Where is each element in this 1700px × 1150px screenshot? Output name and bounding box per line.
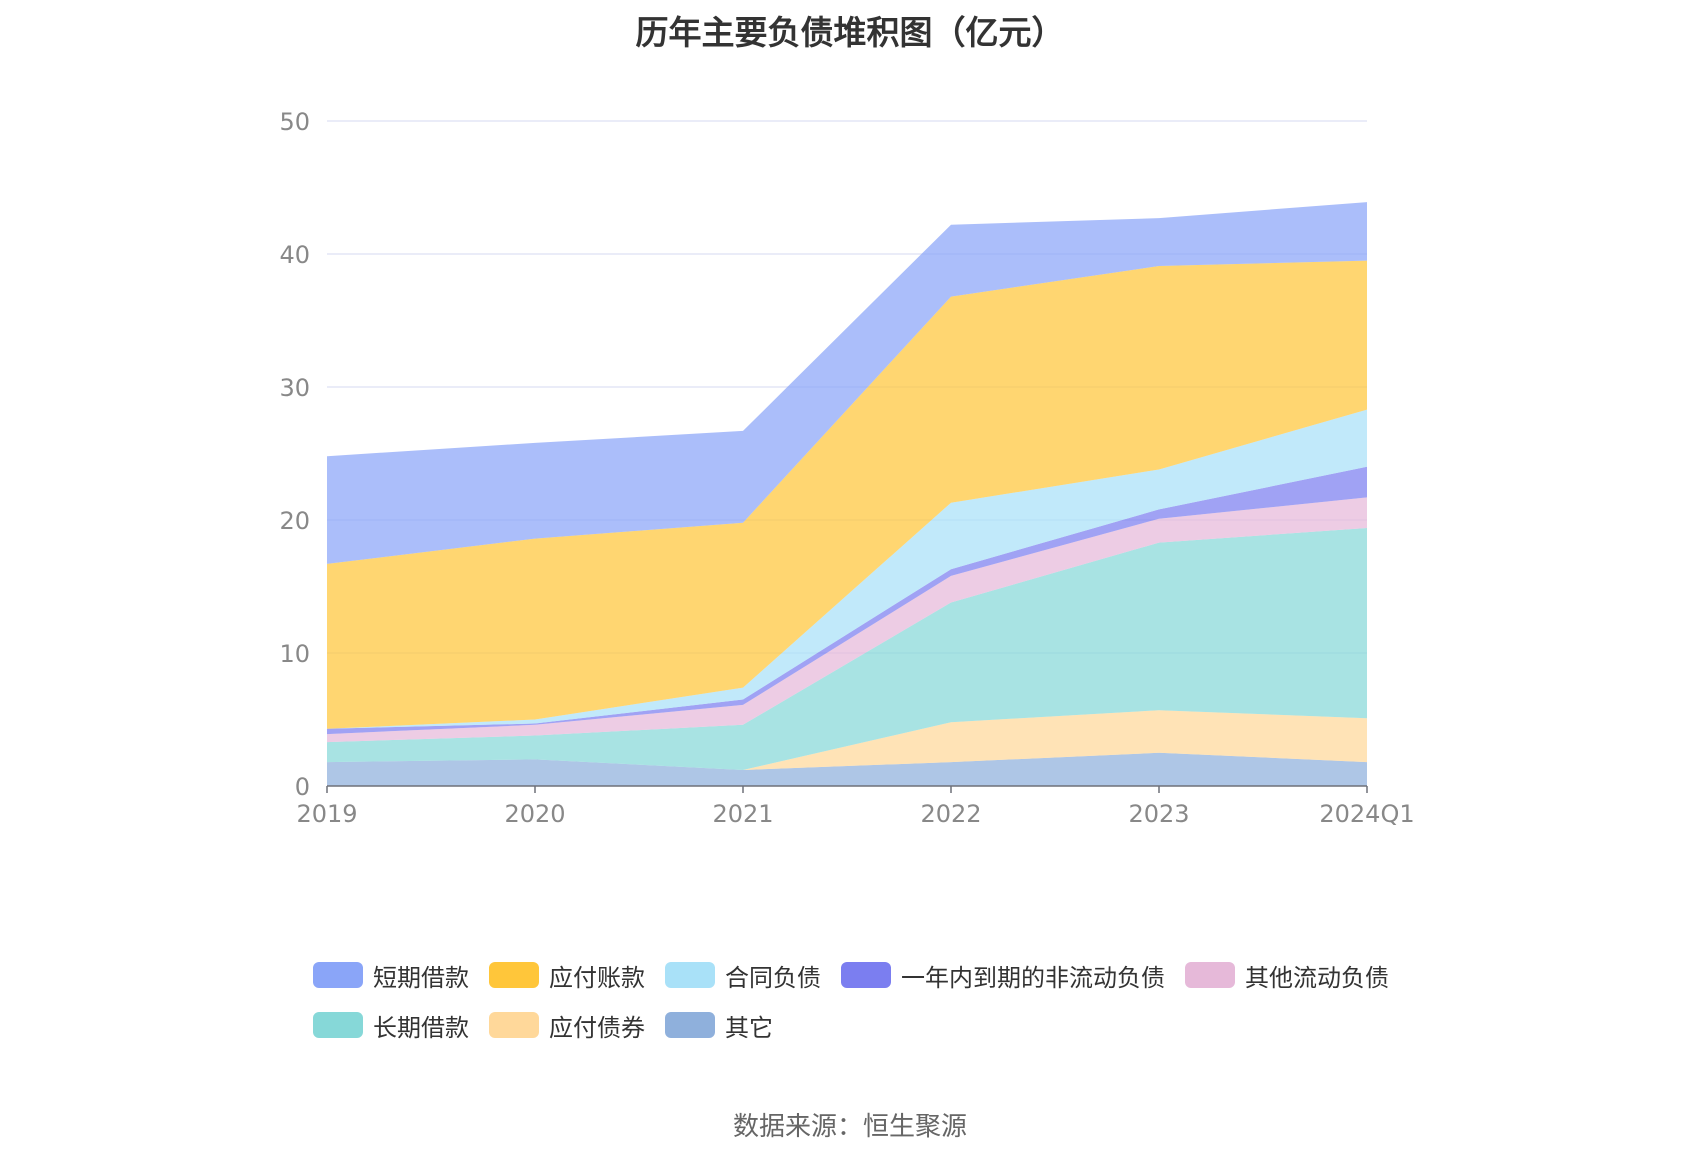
- legend-swatch: [313, 962, 363, 988]
- legend-label: 长期借款: [373, 1013, 469, 1042]
- area-series: [327, 202, 1367, 786]
- legend-label: 一年内到期的非流动负债: [901, 963, 1165, 992]
- axes: 0 10 20 30 40 50 2019 2020 2021 2022 2023 2024Q1: [279, 108, 1414, 828]
- area-其它: [327, 752, 1367, 786]
- x-tick-label: 2019: [296, 800, 357, 828]
- legend-label: 短期借款: [373, 963, 469, 992]
- legend-item[interactable]: 合同负债: [665, 958, 821, 993]
- legend-item[interactable]: 短期借款: [313, 958, 469, 993]
- area-短期借款: [327, 202, 1367, 564]
- area-长期借款: [327, 528, 1367, 770]
- legend-swatch: [665, 962, 715, 988]
- y-tick-label: 20: [279, 507, 310, 535]
- y-tick-label: 10: [279, 640, 310, 668]
- legend-swatch: [841, 962, 891, 988]
- legend-row-2: 长期借款 应付债券 其它: [313, 1000, 1433, 1050]
- chart-title: 历年主要负债堆积图（亿元）: [635, 13, 1065, 52]
- legend-item[interactable]: 一年内到期的非流动负债: [841, 958, 1165, 993]
- x-tick-label: 2020: [504, 800, 565, 828]
- legend-swatch: [489, 1012, 539, 1038]
- legend-label: 合同负债: [725, 963, 821, 992]
- stacked-area-chart: 0 10 20 30 40 50 2019 2020 2021 2022 2023 2024Q1: [279, 108, 1414, 828]
- legend-label: 其它: [725, 1013, 773, 1042]
- legend-swatch: [489, 962, 539, 988]
- y-tick-label: 30: [279, 374, 310, 402]
- legend: 短期借款 应付账款 合同负债 一年内到期的非流动负债 其他流动负债 长期借款 应付债券 其它: [313, 950, 1433, 1050]
- legend-swatch: [1185, 962, 1235, 988]
- legend-item[interactable]: 长期借款: [313, 1008, 469, 1043]
- x-tick-label: 2022: [920, 800, 981, 828]
- area-合同负债: [327, 409, 1367, 729]
- legend-item[interactable]: 其他流动负债: [1185, 958, 1389, 993]
- y-tick-label: 0: [295, 773, 310, 801]
- y-tick-label: 50: [279, 108, 310, 136]
- legend-item[interactable]: 应付账款: [489, 958, 645, 993]
- area-应付债券: [327, 710, 1367, 770]
- y-tick-label: 40: [279, 241, 310, 269]
- legend-row-1: 短期借款 应付账款 合同负债 一年内到期的非流动负债 其他流动负债: [313, 950, 1433, 1000]
- legend-label: 应付债券: [549, 1013, 645, 1042]
- area-应付账款: [327, 260, 1367, 729]
- area-一年内到期的非流动负债: [327, 466, 1367, 735]
- x-tick-label: 2023: [1128, 800, 1189, 828]
- area-其他流动负债: [327, 497, 1367, 743]
- legend-item[interactable]: 应付债券: [489, 1008, 645, 1043]
- source-note: 数据来源：恒生聚源: [732, 1112, 967, 1142]
- x-tick-label: 2024Q1: [1319, 800, 1414, 828]
- legend-swatch: [665, 1012, 715, 1038]
- legend-swatch: [313, 1012, 363, 1038]
- legend-label: 应付账款: [549, 963, 645, 992]
- x-tick-label: 2021: [712, 800, 773, 828]
- legend-label: 其他流动负债: [1245, 963, 1389, 992]
- legend-item[interactable]: 其它: [665, 1008, 773, 1043]
